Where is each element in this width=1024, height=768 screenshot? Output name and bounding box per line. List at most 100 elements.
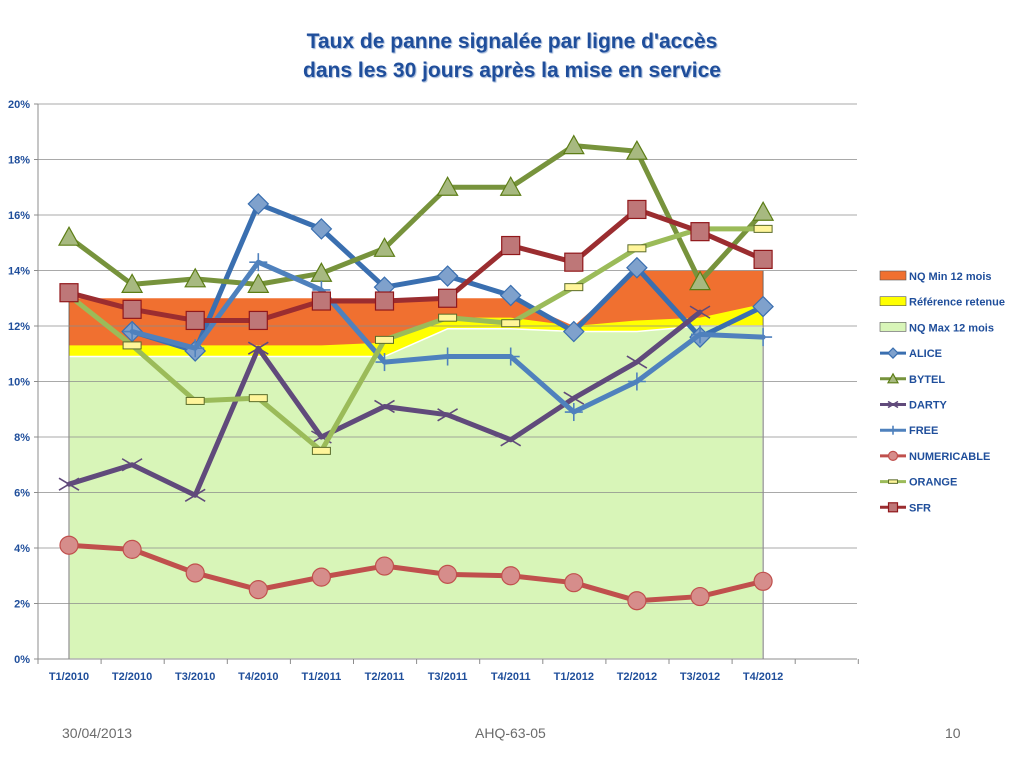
- point-darty: [437, 408, 459, 422]
- legend-item-orange: ORANGE: [880, 477, 957, 489]
- point-free: [123, 322, 142, 341]
- y-tick-label: 20%: [8, 99, 30, 111]
- point-free: [186, 339, 205, 358]
- point-bytel: [121, 273, 144, 293]
- x-mark-stroke: [626, 355, 648, 369]
- chart: 0% 2% 4% 6% 8% 10% 12% 14% 16% 18% 20% T1/2010 T2/20…: [8, 99, 1005, 683]
- legend-label: NQ Max 12 mois: [909, 322, 994, 334]
- y-tick-label: 6%: [14, 488, 30, 500]
- legend-marker: [887, 502, 899, 513]
- x-mark-stroke: [689, 305, 711, 319]
- legend-item-r-f-rence-retenue: Référence retenue: [879, 296, 1005, 309]
- x-tick-label: T2/2011: [365, 671, 405, 683]
- point-orange: [564, 283, 584, 292]
- series-numericable: [59, 535, 773, 611]
- point-darty: [500, 433, 522, 447]
- point-orange: [185, 396, 205, 405]
- x-tick-label: T4/2011: [491, 671, 531, 683]
- legend-item-bytel: BYTEL: [880, 372, 945, 386]
- y-tick-label: 2%: [14, 599, 30, 611]
- point-darty: [374, 399, 395, 414]
- series-line-numericable: [66, 542, 766, 604]
- y-tick-label: 10%: [8, 377, 30, 389]
- chart-title-line-2: dans les 30 jours après la mise en servi…: [303, 59, 721, 82]
- point-sfr: [564, 252, 584, 272]
- point-bytel: [688, 270, 712, 291]
- point-sfr: [59, 283, 79, 303]
- legend-item-alice: ALICE: [880, 347, 942, 360]
- point-numericable: [59, 535, 79, 555]
- point-bytel: [625, 139, 648, 160]
- point-darty: [184, 488, 206, 502]
- x-tick-label: T1/2010: [49, 671, 89, 683]
- legend-label: BYTEL: [909, 374, 945, 386]
- point-sfr: [690, 222, 710, 242]
- point-darty: [563, 391, 585, 405]
- legend-marker: [886, 372, 900, 384]
- y-tick-label: 0%: [14, 654, 30, 666]
- y-tick-label: 12%: [8, 321, 30, 333]
- point-numericable: [753, 571, 773, 591]
- point-orange: [311, 446, 331, 455]
- legend-swatch: [879, 296, 907, 307]
- x-mark-stroke: [437, 408, 459, 422]
- point-free: [564, 403, 583, 422]
- x-mark-stroke: [121, 458, 143, 472]
- y-tick-label: 14%: [8, 266, 30, 278]
- point-orange: [753, 224, 773, 233]
- legend-label: ORANGE: [909, 477, 957, 489]
- series-free: [123, 253, 773, 422]
- point-sfr: [753, 249, 773, 269]
- legend-marker: [887, 347, 899, 359]
- point-orange: [438, 313, 458, 322]
- series-sfr: [59, 199, 773, 331]
- point-bytel: [373, 237, 396, 257]
- point-numericable: [564, 573, 584, 593]
- footer-page-number: 10: [945, 725, 961, 741]
- series-bytel: [57, 134, 775, 293]
- series-line-orange: [66, 226, 766, 454]
- legend-item-numericable: NUMERICABLE: [880, 450, 990, 463]
- x-tick-label: T2/2010: [112, 671, 152, 683]
- x-mark-stroke: [563, 391, 585, 405]
- legend-item-sfr: SFR: [880, 502, 931, 514]
- footer-reference: AHQ-63-05: [475, 725, 546, 741]
- point-alice: [562, 320, 585, 343]
- point-darty: [58, 477, 80, 491]
- legend-marker: [888, 479, 898, 484]
- x-tick-label: T4/2012: [743, 671, 783, 683]
- chart-title-line-1: Taux de panne signalée par ligne d'accès: [306, 30, 718, 53]
- bands-layer: [68, 270, 764, 660]
- axes-layer: 0% 2% 4% 6% 8% 10% 12% 14% 16% 18% 20% T1/2010 T2/20…: [8, 99, 859, 683]
- legend-swatch: [879, 270, 907, 281]
- legend-label: DARTY: [909, 400, 948, 412]
- point-numericable: [311, 567, 331, 587]
- point-sfr: [185, 310, 205, 331]
- point-orange: [248, 394, 268, 403]
- point-free: [754, 328, 773, 347]
- point-bytel: [752, 200, 775, 221]
- point-numericable: [248, 580, 268, 600]
- x-mark-stroke: [374, 399, 395, 414]
- legend-label: Référence retenue: [909, 297, 1005, 309]
- legend-label: FREE: [909, 425, 938, 437]
- series-layer: [57, 134, 775, 611]
- point-orange: [122, 341, 142, 350]
- x-mark-stroke: [58, 477, 80, 491]
- point-free: [691, 325, 709, 344]
- x-mark-stroke: [500, 433, 522, 447]
- x-tick-label: T3/2012: [680, 671, 720, 683]
- point-numericable: [122, 539, 142, 559]
- point-orange: [627, 244, 647, 253]
- legend-label: SFR: [909, 502, 931, 514]
- y-tick-label: 8%: [14, 432, 30, 444]
- point-bytel: [562, 134, 585, 155]
- x-tick-label: T3/2010: [175, 671, 215, 683]
- legend-label: NUMERICABLE: [909, 451, 990, 463]
- series-line-bytel: [66, 143, 766, 287]
- point-numericable: [185, 563, 205, 583]
- legend-item-free: FREE: [880, 425, 938, 437]
- legend-swatch: [879, 322, 907, 332]
- point-sfr: [627, 199, 647, 220]
- point-orange: [375, 335, 394, 344]
